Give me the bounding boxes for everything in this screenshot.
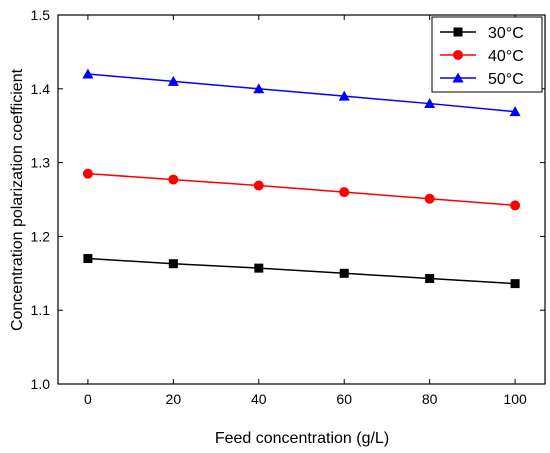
data-point-2-1 [167, 75, 179, 86]
series-line-2 [87, 73, 516, 113]
x-tick-label: 40 [251, 391, 267, 407]
y-tick-label: 1.1 [31, 302, 51, 318]
legend-label-2: 50°C [488, 71, 524, 88]
legend: 30°C 40°C 50°C [431, 16, 543, 93]
y-tick-label: 1.2 [31, 228, 51, 244]
x-tick-label: 100 [503, 391, 527, 407]
x-tick-label: 20 [166, 391, 182, 407]
series-line-0 [87, 257, 516, 285]
x-tick-label: 0 [84, 391, 92, 407]
data-point-1-0 [82, 168, 93, 179]
data-point-2-3 [338, 90, 350, 101]
data-point-2-5 [509, 106, 521, 117]
data-point-1-3 [339, 187, 350, 198]
y-tick-label: 1.5 [31, 7, 51, 23]
x-tick-label: 60 [336, 391, 352, 407]
legend-marker-1 [453, 50, 463, 60]
data-point-1-4 [424, 193, 435, 204]
data-point-1-1 [168, 174, 179, 185]
y-axis-label: Concentration polarization coefficient [9, 68, 26, 331]
data-point-0-1 [168, 259, 178, 269]
data-point-0-3 [339, 268, 349, 278]
legend-marker-2 [452, 72, 464, 83]
y-tick-label: 1.4 [31, 81, 51, 97]
data-point-0-0 [83, 254, 93, 264]
data-point-1-5 [510, 200, 521, 211]
axes: 0 20 40 60 80 100 1.0 1.1 1.2 1.3 1.4 1.5 [31, 7, 546, 407]
legend-marker-0 [453, 27, 463, 37]
legend-label-1: 40°C [488, 48, 524, 65]
plot-frame [57, 14, 546, 385]
y-tick-label: 1.0 [31, 376, 51, 392]
data-point-0-4 [425, 273, 435, 283]
data-point-2-4 [424, 98, 436, 109]
x-tick-label: 80 [422, 391, 438, 407]
x-axis-label: Feed concentration (g/L) [215, 430, 389, 447]
legend-label-0: 30°C [488, 25, 524, 42]
data-point-0-5 [510, 279, 520, 289]
data-point-1-2 [253, 180, 264, 191]
series-line-1 [87, 172, 516, 207]
plot-area [82, 68, 521, 289]
data-point-0-2 [254, 263, 264, 273]
y-tick-label: 1.3 [31, 155, 51, 171]
data-point-2-0 [82, 68, 94, 79]
data-point-2-2 [253, 83, 265, 94]
